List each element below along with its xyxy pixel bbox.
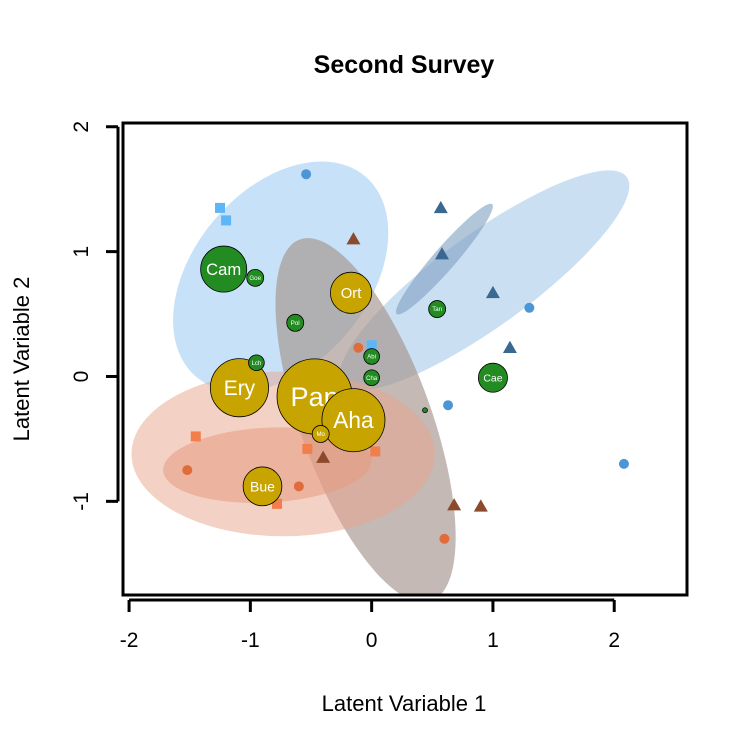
x-tick-label: -2 <box>120 629 139 652</box>
species-label: Cha <box>366 376 378 382</box>
species-label: Tan <box>432 306 442 313</box>
plot-frame <box>121 121 689 597</box>
site-point-triangle <box>434 247 449 260</box>
species-label: Cae <box>483 373 502 384</box>
species-label: Aha <box>333 407 374 433</box>
y-axis: -1 0 1 2 <box>70 121 120 511</box>
species-label: Ort <box>341 286 362 302</box>
site-point-circle <box>618 458 629 469</box>
species-label: Bue <box>250 478 275 494</box>
species-label: Pol <box>291 320 300 327</box>
site-point-triangle <box>433 200 448 214</box>
confidence-ellipse <box>163 427 372 503</box>
site-point-square <box>190 431 201 442</box>
site-point-square <box>370 446 381 457</box>
species-bubble <box>209 358 269 418</box>
species-bubble <box>363 369 380 387</box>
species-bubbles: PanAhaEryCamOrtBueCaeGoePolTanMoAbiLchCh… <box>200 245 508 507</box>
site-point-circle <box>443 400 454 411</box>
site-point-square <box>272 498 283 509</box>
species-bubble <box>311 425 330 443</box>
site-point-triangle <box>447 498 462 511</box>
site-point-triangle <box>316 450 331 463</box>
species-label: Mo <box>316 431 325 438</box>
x-tick-label: -1 <box>241 629 260 652</box>
site-point-circle <box>182 465 193 476</box>
site-point-square <box>221 215 232 226</box>
site-point-circle <box>301 169 312 180</box>
x-tick-label: 1 <box>487 629 499 652</box>
species-bubble <box>321 388 386 453</box>
species-label: Ery <box>224 377 256 400</box>
site-point-square <box>215 202 226 213</box>
species-bubble <box>363 348 380 365</box>
species-bubble <box>286 313 305 332</box>
site-point-circle <box>439 533 450 544</box>
site-point-circle <box>293 481 304 492</box>
site-point-triangle <box>346 232 361 245</box>
species-label: Lch <box>252 361 262 367</box>
site-points <box>182 169 629 544</box>
confidence-ellipse <box>339 170 630 391</box>
site-point-square <box>302 443 313 454</box>
species-bubble <box>428 300 447 318</box>
site-point-triangle <box>502 340 517 354</box>
y-tick-label: 2 <box>70 121 93 133</box>
species-bubble <box>330 271 373 314</box>
species-bubble <box>422 407 428 414</box>
site-point-circle <box>524 302 535 313</box>
x-tick-label: 2 <box>608 629 620 652</box>
species-label: Abi <box>367 355 376 361</box>
site-point-square <box>366 340 377 351</box>
species-bubble <box>242 466 283 507</box>
site-point-triangle <box>473 499 488 512</box>
site-point-circle <box>353 342 364 353</box>
species-bubble <box>200 245 248 293</box>
y-tick-label: 1 <box>70 246 93 258</box>
species-label: Goe <box>249 275 261 282</box>
species-bubble <box>246 268 265 287</box>
species-bubble <box>248 354 265 372</box>
y-axis-label: Latent Variable 2 <box>9 277 34 442</box>
species-label: Cam <box>206 260 241 279</box>
site-point-triangle <box>485 285 500 299</box>
chart-title: Second Survey <box>314 51 495 79</box>
x-tick-label: 0 <box>366 629 378 652</box>
y-tick-label: 0 <box>70 371 93 383</box>
confidence-ellipses <box>131 161 630 595</box>
x-axis: -2 -1 0 1 2 <box>120 598 620 652</box>
species-bubble <box>477 362 508 393</box>
y-tick-label: -1 <box>70 492 93 511</box>
x-axis-label: Latent Variable 1 <box>322 691 487 716</box>
